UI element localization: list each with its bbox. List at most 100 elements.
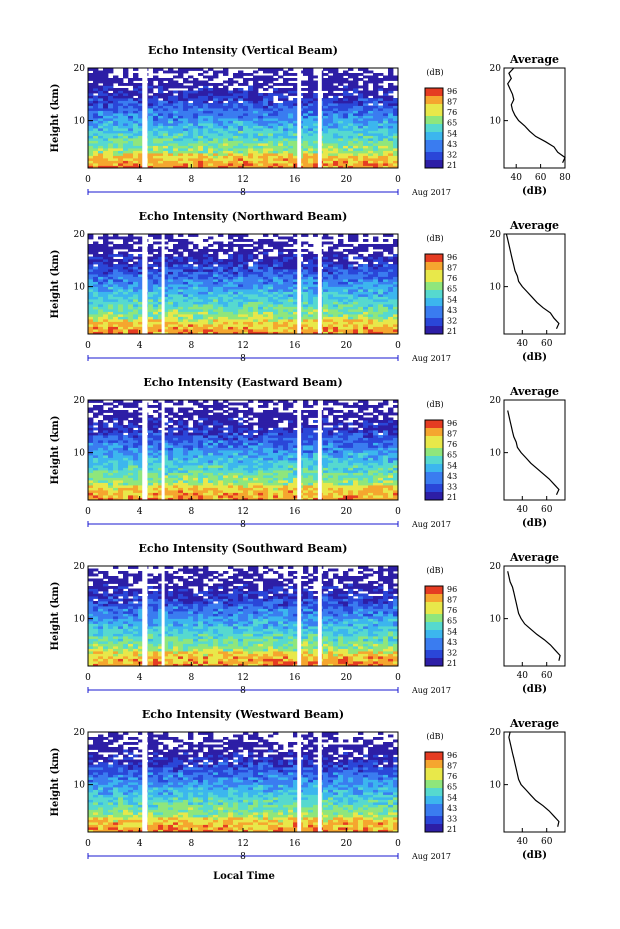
heatmap-cell [253,485,259,488]
heatmap-cell [368,492,374,496]
heatmap-cell [248,309,254,312]
heatmap-cell [138,314,144,317]
heatmap-cell [358,492,364,496]
heatmap-cell [368,264,374,267]
heatmap-cell [118,125,124,129]
heatmap-cell [308,133,314,136]
heatmap-cell [343,291,349,295]
heatmap-cell [248,281,254,285]
heatmap-cell [388,95,394,99]
heatmap-cell [283,160,289,164]
heatmap-cell [243,133,249,136]
heatmap-cell [393,100,399,104]
heatmap-cell [188,254,194,257]
heatmap-cell [348,497,354,501]
heatmap-cell [188,140,194,144]
heatmap-cell [193,326,199,330]
heatmap-cell [198,316,204,320]
heatmap-cell [273,264,279,267]
heatmap-cell [343,301,349,305]
heatmap-cell [263,266,269,270]
heatmap-cell [283,140,289,144]
heatmap-cell [278,266,284,270]
heatmap-cell [348,495,354,498]
heatmap-cell [258,103,264,106]
heatmap-cell [103,329,109,332]
heatmap-cell [173,289,179,292]
heatmap-cell [178,239,184,242]
heatmap-cell [118,321,124,325]
heatmap-cell [328,324,334,327]
average-x-tick-label: 40 [510,173,522,183]
heatmap-cell [213,85,219,89]
heatmap-cell [188,148,194,151]
heatmap-cell [293,487,299,491]
heatmap-cell [268,160,274,164]
heatmap-cell [258,286,264,290]
heatmap-cell [98,160,104,164]
average-y-tick-label: 20 [490,64,502,74]
heatmap-cell [133,271,139,275]
heatmap-cell [273,135,279,139]
heatmap-cell [233,276,239,280]
heatmap-cell [183,118,189,121]
heatmap-cell [373,259,379,262]
heatmap-cell [163,281,169,285]
heatmap-cell [358,103,364,106]
heatmap-cell [293,73,299,76]
heatmap-cell [148,120,154,124]
heatmap-cell [113,75,119,79]
heatmap-cell [328,264,334,267]
average-x-tick-label: 40 [517,339,529,349]
heatmap-cell [263,487,269,491]
heatmap-cell [348,311,354,315]
heatmap-cell [378,98,384,101]
heatmap-cell [243,110,249,114]
heatmap-cell [353,314,359,317]
heatmap-cell [373,108,379,111]
heatmap-cell [238,234,244,237]
heatmap-cell [388,319,394,322]
heatmap-cell [268,93,274,96]
data-gap [142,68,148,168]
heatmap-cell [163,490,169,493]
heatmap-cell [183,279,189,282]
heatmap-cell [308,311,314,315]
heatmap-cell [288,133,294,136]
heatmap-cell [168,329,174,332]
heatmap-cell [248,95,254,99]
heatmap-cell [188,88,194,91]
heatmap-cell [283,279,289,282]
heatmap-cell [178,153,184,156]
heatmap-cell [278,135,284,139]
heatmap-cell [253,78,259,81]
heatmap-cell [223,311,229,315]
heatmap-cell [198,284,204,287]
heatmap-cell [188,135,194,139]
heatmap-cell [118,299,124,302]
heatmap-cell [328,90,334,94]
heatmap-cell [333,299,339,302]
heatmap-cell [388,251,394,255]
heatmap-cell [208,118,214,121]
heatmap-cell [388,497,394,501]
heatmap-cell [183,70,189,74]
heatmap-cell [323,306,329,310]
heatmap-cell [228,279,234,282]
heatmap-cell [288,239,294,242]
heatmap-cell [333,75,339,79]
heatmap-cell [248,128,254,131]
heatmap-cell [218,138,224,141]
heatmap-cell [88,165,94,169]
heatmap-cell [113,125,119,129]
heatmap-cell [293,239,299,242]
heatmap-cell [193,487,199,491]
heatmap-cell [108,289,114,292]
heatmap-cell [193,103,199,106]
heatmap-cell [283,254,289,257]
heatmap-cell [358,291,364,295]
heatmap-cell [98,150,104,154]
colorbar-segment [425,160,443,165]
heatmap-cell [208,301,214,305]
heatmap-cell [278,306,284,310]
